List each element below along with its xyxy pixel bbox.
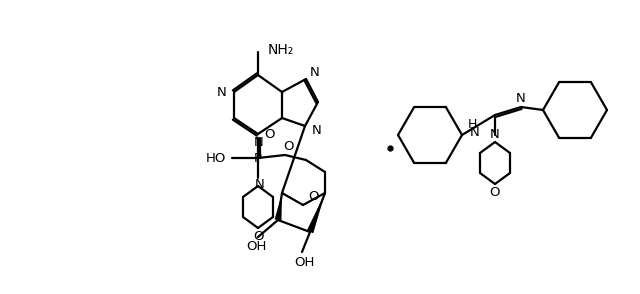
Text: O: O xyxy=(283,141,293,153)
Text: O: O xyxy=(490,186,500,200)
Text: H: H xyxy=(467,118,477,131)
Text: N: N xyxy=(255,178,265,191)
Text: HO: HO xyxy=(205,151,226,165)
Text: N: N xyxy=(516,93,526,106)
Text: OH: OH xyxy=(294,255,314,268)
Text: N: N xyxy=(216,86,226,99)
Text: P: P xyxy=(254,151,262,165)
Text: OH: OH xyxy=(246,240,266,253)
Text: N: N xyxy=(310,66,320,79)
Text: O: O xyxy=(253,230,263,243)
Text: N: N xyxy=(254,136,264,148)
Text: O: O xyxy=(264,128,275,141)
Polygon shape xyxy=(307,193,325,233)
Text: O: O xyxy=(308,191,319,203)
Text: N: N xyxy=(490,128,500,141)
Polygon shape xyxy=(275,193,282,220)
Text: N: N xyxy=(312,124,322,138)
Text: NH₂: NH₂ xyxy=(268,43,294,57)
Text: N: N xyxy=(470,126,480,139)
